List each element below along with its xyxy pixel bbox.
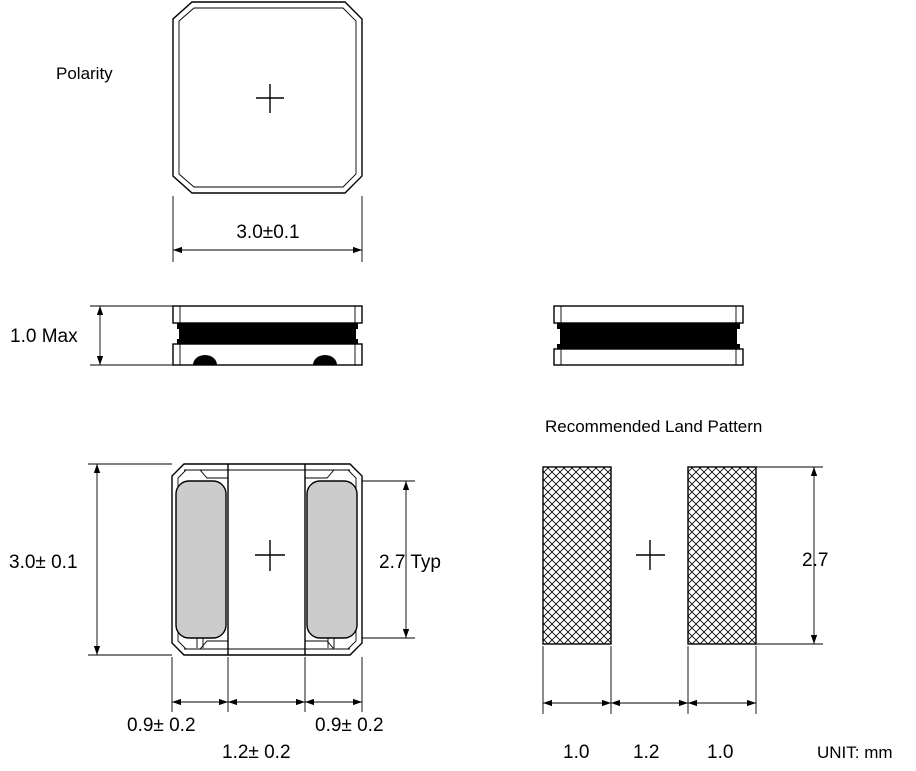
bottom-height-dimension: 3.0± 0.1 [9,463,172,656]
bottom-height-label: 3.0± 0.1 [9,552,78,573]
left-terminal-width-label: 0.9± 0.2 [127,715,196,736]
land-pad-right [687,466,757,645]
center-mark [255,540,285,571]
land-height-label: 2.7 [802,550,828,571]
height-dimension: 1.0 Max [10,305,173,366]
land-width-dimensions: 1.0 1.2 1.0 [542,646,757,763]
polarity-mark [256,84,284,113]
land-pad-left-label: 1.0 [563,742,589,763]
bottom-width-dimensions: 0.9± 0.2 1.2± 0.2 0.9± 0.2 [127,657,384,763]
top-view: Polarity 3.0±0.1 [56,1,363,262]
right-terminal-width-label: 0.9± 0.2 [315,715,384,736]
land-gap-label: 1.2 [633,742,659,763]
land-pad-left [542,466,612,645]
land-height-dimension: 2.7 [756,466,828,645]
solder-bump-left [193,355,217,365]
polarity-label: Polarity [56,64,113,83]
solder-bump-right [313,355,337,365]
height-max-label: 1.0 Max [10,326,78,347]
bottom-view: 3.0± 0.1 2.7 Typ 0.9± 0.2 1.2± 0.2 0.9± … [9,463,441,763]
top-width-label: 3.0±0.1 [236,222,299,243]
side-view-end [553,305,744,366]
land-pattern-title: Recommended Land Pattern [545,417,762,436]
top-width-dimension: 3.0±0.1 [172,196,363,262]
bottom-view-outline [171,463,363,656]
terminal-height-label: 2.7 Typ [379,552,441,573]
unit-label: UNIT: mm [817,743,893,762]
top-view-inner-outline [178,7,357,188]
side-view-front: 1.0 Max [10,305,363,366]
land-pattern: Recommended Land Pattern 2.7 1.0 1.2 1.0… [542,417,893,763]
terminal-left [175,480,227,639]
terminal-right [306,480,358,639]
gap-width-label: 1.2± 0.2 [222,742,291,763]
land-pad-right-label: 1.0 [707,742,733,763]
terminal-height-dimension: 2.7 Typ [362,480,441,639]
top-view-outline [172,1,363,194]
land-center-mark [636,540,665,570]
